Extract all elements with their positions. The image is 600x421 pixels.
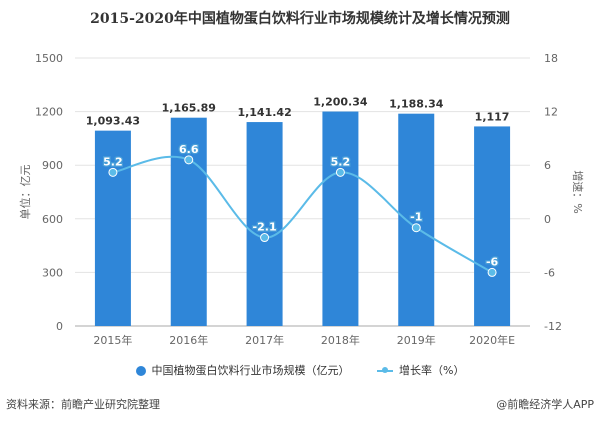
x-tick-label: 2019年 [397, 333, 436, 347]
y-axis-label-left: 单位：亿元 [18, 165, 32, 220]
growth-data-label: -2.1 [253, 221, 277, 234]
bar-data-label: 1,093.43 [86, 115, 140, 128]
bar [170, 117, 207, 326]
y-tick-right: 0 [544, 213, 551, 226]
x-tick-label: 2018年 [321, 333, 360, 347]
growth-data-label: -1 [410, 211, 422, 224]
y-tick-right: 6 [544, 159, 551, 172]
bar [398, 113, 435, 326]
legend-item-market-size[interactable]: 中国植物蛋白饮料行业市场规模（亿元） [135, 362, 350, 378]
chart-title: 2015-2020年中国植物蛋白饮料行业市场规模统计及增长情况预测 [90, 11, 510, 27]
bar-data-label: 1,200.34 [313, 96, 368, 109]
growth-data-label: -6 [486, 255, 499, 268]
legend-label: 中国植物蛋白饮料行业市场规模（亿元） [151, 364, 350, 377]
growth-point [411, 223, 421, 233]
y-tick-right: -12 [544, 320, 562, 333]
growth-point [184, 155, 194, 165]
legend-line-swatch [377, 367, 394, 373]
bar-data-label: 1,141.42 [237, 106, 291, 119]
growth-point [260, 233, 270, 243]
growth-point [335, 167, 345, 177]
y-axis-label-right: 增速：% [571, 170, 585, 213]
bar-data-label: 1,117 [475, 110, 510, 123]
y-tick-left: 1500 [35, 52, 63, 65]
bar [246, 122, 283, 327]
growth-data-label: 6.6 [179, 143, 199, 156]
y-tick-left: 600 [42, 213, 63, 226]
bar [474, 126, 511, 326]
legend-bar-swatch [135, 366, 146, 376]
bar-data-label: 1,188.34 [389, 98, 444, 111]
y-tick-right: -6 [544, 266, 555, 279]
chart-svg: 0 300 600 900 1200 1500 -12 -6 0 6 12 18 单位：亿元 增速：% 1,… [18, 52, 585, 347]
growth-point [487, 267, 497, 277]
bar [94, 130, 131, 326]
bar [322, 111, 359, 327]
growth-data-label: 5.2 [103, 155, 123, 168]
growth-line [112, 155, 493, 274]
bar-data-label: 1,165.89 [162, 102, 216, 115]
x-tick-label: 2016年 [169, 333, 208, 347]
source-note: 资料来源：前瞻产业研究院整理 [6, 398, 160, 411]
y-tick-left: 900 [42, 159, 63, 172]
growth-data-label: 5.2 [331, 155, 351, 168]
y-tick-left: 0 [56, 320, 63, 333]
x-tick-label: 2015年 [93, 333, 132, 347]
legend: 中国植物蛋白饮料行业市场规模（亿元） 增长率（%） [0, 362, 600, 378]
y-tick-right: 12 [544, 106, 558, 119]
legend-item-growth[interactable]: 增长率（%） [377, 362, 464, 378]
x-tick-label: 2020年E [469, 333, 515, 347]
legend-label: 增长率（%） [399, 364, 465, 377]
growth-point [108, 167, 118, 177]
x-tick-label: 2017年 [245, 333, 284, 347]
y-tick-left: 300 [42, 266, 63, 279]
credit-note: @前瞻经济学人APP [496, 398, 594, 411]
y-tick-left: 1200 [35, 106, 63, 119]
y-tick-right: 18 [544, 52, 558, 65]
